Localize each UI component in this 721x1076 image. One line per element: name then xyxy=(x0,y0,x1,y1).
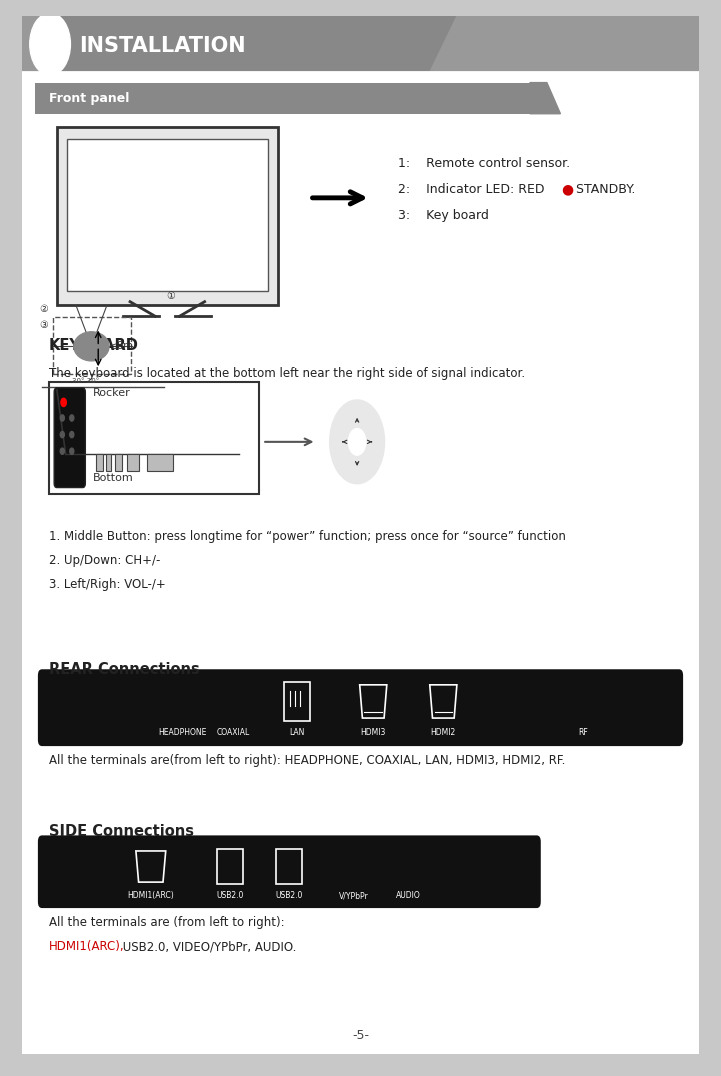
FancyBboxPatch shape xyxy=(57,127,278,305)
Polygon shape xyxy=(50,16,456,72)
Text: HDMI1(ARC),: HDMI1(ARC), xyxy=(49,940,124,953)
Circle shape xyxy=(61,415,64,421)
Text: 2:    Indicator LED: RED: 2: Indicator LED: RED xyxy=(398,183,548,196)
Text: STANDBY.: STANDBY. xyxy=(572,183,635,196)
Circle shape xyxy=(61,431,64,438)
FancyBboxPatch shape xyxy=(107,454,111,471)
Circle shape xyxy=(30,13,71,75)
FancyBboxPatch shape xyxy=(22,16,699,72)
Text: Rocker: Rocker xyxy=(93,388,131,398)
Text: ①: ① xyxy=(167,292,175,301)
Polygon shape xyxy=(530,83,560,114)
Circle shape xyxy=(70,415,74,421)
Text: HDMI3: HDMI3 xyxy=(360,728,386,737)
Text: ≤8m: ≤8m xyxy=(110,341,134,352)
FancyBboxPatch shape xyxy=(147,454,173,471)
Text: USB2.0: USB2.0 xyxy=(275,891,303,901)
Text: ③: ③ xyxy=(40,320,48,329)
Text: The keyboard is located at the bottom left near the right side of signal indicat: The keyboard is located at the bottom le… xyxy=(49,367,525,380)
Text: 1. Middle Button: press longtime for “power” function; press once for “source” f: 1. Middle Button: press longtime for “po… xyxy=(49,530,565,543)
Circle shape xyxy=(348,428,366,455)
FancyBboxPatch shape xyxy=(38,669,683,746)
Ellipse shape xyxy=(74,331,109,360)
Text: All the terminals are(from left to right): HEADPHONE, COAXIAL, LAN, HDMI3, HDMI2: All the terminals are(from left to right… xyxy=(49,754,565,767)
Text: HDMI1(ARC): HDMI1(ARC) xyxy=(128,891,174,901)
Text: COAXIAL: COAXIAL xyxy=(216,728,249,737)
Circle shape xyxy=(70,448,74,454)
Circle shape xyxy=(70,431,74,438)
Text: REAR Connections: REAR Connections xyxy=(49,662,200,677)
Text: Front panel: Front panel xyxy=(49,91,129,104)
Text: HEADPHONE: HEADPHONE xyxy=(158,728,206,737)
Text: USB2.0, VIDEO/YPbPr, AUDIO.: USB2.0, VIDEO/YPbPr, AUDIO. xyxy=(119,940,296,953)
Text: INSTALLATION: INSTALLATION xyxy=(79,37,246,56)
FancyBboxPatch shape xyxy=(54,387,85,487)
Text: USB2.0: USB2.0 xyxy=(216,891,244,901)
Text: ②: ② xyxy=(40,303,48,314)
Text: 30° 30°: 30° 30° xyxy=(73,378,99,384)
FancyBboxPatch shape xyxy=(35,83,530,114)
Circle shape xyxy=(330,400,384,483)
Text: Bottom: Bottom xyxy=(93,473,133,483)
Circle shape xyxy=(61,398,66,407)
Text: 2. Up/Down: CH+/-: 2. Up/Down: CH+/- xyxy=(49,554,160,567)
Circle shape xyxy=(61,448,64,454)
Text: AUDIO: AUDIO xyxy=(396,891,420,901)
FancyBboxPatch shape xyxy=(49,382,259,494)
FancyBboxPatch shape xyxy=(18,11,703,1060)
FancyBboxPatch shape xyxy=(38,835,541,908)
Text: SIDE Connections: SIDE Connections xyxy=(49,824,194,839)
FancyBboxPatch shape xyxy=(67,139,267,292)
Text: 3. Left/Righ: VOL-/+: 3. Left/Righ: VOL-/+ xyxy=(49,578,166,591)
Text: All the terminals are (from left to right):: All the terminals are (from left to righ… xyxy=(49,917,284,930)
Text: LAN: LAN xyxy=(289,728,304,737)
Text: RF: RF xyxy=(578,728,588,737)
Text: ●: ● xyxy=(561,183,573,197)
Text: 1:    Remote control sensor.: 1: Remote control sensor. xyxy=(398,157,570,170)
Text: HDMI2: HDMI2 xyxy=(430,728,456,737)
Text: V/YPbPr: V/YPbPr xyxy=(339,891,368,901)
FancyBboxPatch shape xyxy=(96,454,103,471)
Text: KEYBOARD: KEYBOARD xyxy=(49,338,138,353)
FancyBboxPatch shape xyxy=(115,454,122,471)
Text: 3:    Key board: 3: Key board xyxy=(398,209,489,222)
Text: -5-: -5- xyxy=(352,1029,369,1042)
FancyBboxPatch shape xyxy=(127,454,139,471)
